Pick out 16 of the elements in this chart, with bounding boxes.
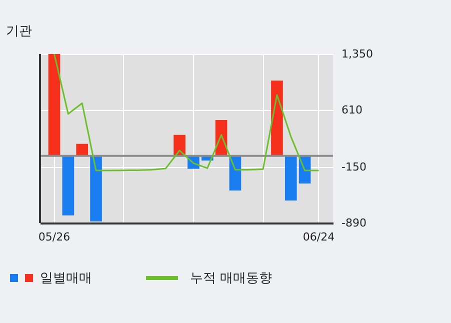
bar [284,156,297,200]
legend-label: 누적 매매동향 [190,271,272,286]
y-tick-label: -150 [342,160,366,174]
bar [271,80,283,156]
y-tick-label: -890 [342,216,366,230]
y-tick-label: 1,350 [342,48,373,60]
bar [76,144,88,156]
x-tick-label: 06/24 [302,230,335,244]
bar [90,156,102,222]
bar [62,156,74,216]
bar [48,54,60,156]
x-tick-label: 05/26 [38,230,70,244]
y-tick-label: 610 [342,103,362,116]
line-series [54,53,320,172]
legend-label: 일별매매 [40,271,92,286]
chart-title: 기관 [6,24,32,39]
